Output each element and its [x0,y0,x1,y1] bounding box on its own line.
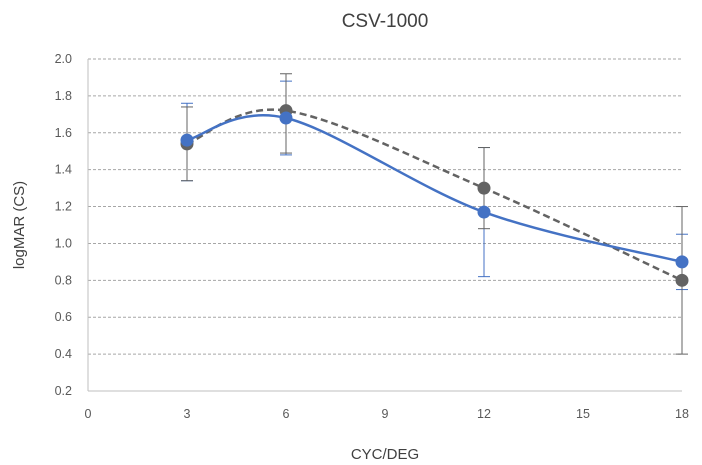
data-point-series-1 [477,205,491,219]
x-tick-label: 0 [85,407,92,421]
series-layer [180,73,689,355]
data-point-series-1 [279,111,293,125]
x-tick-label: 15 [576,407,590,421]
y-tick-label: 1.2 [55,200,72,214]
y-tick-label: 0.2 [55,384,72,398]
chart-title: CSV-1000 [342,11,429,32]
series-line-1 [186,114,683,264]
data-point-series-2 [477,181,491,195]
axes [87,59,682,392]
data-point-series-1 [675,255,689,269]
y-tick-label: 2.0 [55,52,72,66]
data-point-series-2 [675,273,689,287]
y-tick-label: 1.4 [55,163,72,177]
x-tick-label: 9 [382,407,389,421]
y-tick-label: 1.0 [55,236,72,250]
data-point-series-1 [180,133,194,147]
y-tick-label: 1.8 [55,89,72,103]
x-tick-label: 18 [675,407,689,421]
series-line-2 [186,108,683,282]
x-axis-label: CYC/DEG [351,446,419,463]
y-tick-label: 0.4 [55,347,72,361]
gridlines [88,58,682,355]
tick-labels: 0.2 0.4 0.6 0.8 1.0 1.2 1.4 1.6 1.8 2.0 0 3 6 9 12 15 18 [55,52,689,421]
x-tick-label: 3 [184,407,191,421]
y-tick-label: 1.6 [55,126,72,140]
y-tick-label: 0.8 [55,273,72,287]
y-axis-label: logMAR (CS) [11,181,28,269]
y-tick-label: 0.6 [55,310,72,324]
x-tick-label: 6 [283,407,290,421]
x-tick-label: 12 [477,407,491,421]
